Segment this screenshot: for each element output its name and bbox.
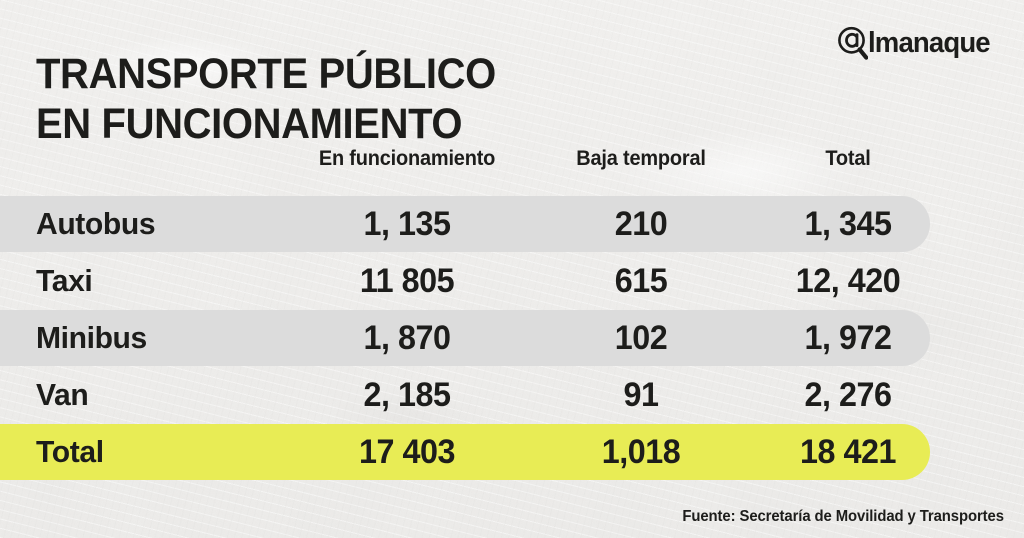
cell-en-funcionamiento: 1, 870 bbox=[363, 319, 451, 357]
cell-en-funcionamiento: 1, 135 bbox=[363, 205, 451, 243]
column-header-baja-temporal: Baja temporal bbox=[576, 147, 706, 170]
total-highlight-band bbox=[0, 424, 930, 480]
table-header-row: En funcionamiento Baja temporal Total bbox=[0, 146, 1024, 196]
brand-logo: lmanaque bbox=[837, 26, 996, 60]
row-label: Minibus bbox=[36, 320, 147, 355]
column-header-total: Total bbox=[825, 147, 871, 170]
page-title: TRANSPORTE PÚBLICO EN FUNCIONAMIENTO bbox=[36, 49, 496, 148]
cell-baja-temporal: 102 bbox=[614, 319, 668, 357]
cell-baja-temporal: 615 bbox=[614, 262, 668, 300]
transport-table: En funcionamiento Baja temporal Total Au… bbox=[0, 146, 1024, 481]
cell-total: 1, 345 bbox=[804, 205, 892, 243]
brand-name: lmanaque bbox=[867, 27, 991, 59]
table-row: Taxi 11 805 615 12, 420 bbox=[0, 253, 1024, 310]
table-row: Minibus 1, 870 102 1, 972 bbox=[0, 310, 1024, 367]
cell-total: 1, 972 bbox=[804, 319, 892, 357]
row-label: Autobus bbox=[36, 206, 156, 241]
table-row: Autobus 1, 135 210 1, 345 bbox=[0, 196, 1024, 253]
column-header-en-funcionamiento: En funcionamiento bbox=[318, 147, 496, 170]
cell-en-funcionamiento: 17 403 bbox=[359, 433, 455, 471]
cell-total: 18 421 bbox=[800, 433, 896, 471]
cell-total: 12, 420 bbox=[795, 262, 901, 300]
row-label: Van bbox=[36, 377, 89, 412]
row-label: Taxi bbox=[36, 263, 93, 298]
cell-en-funcionamiento: 2, 185 bbox=[363, 376, 451, 414]
cell-en-funcionamiento: 11 805 bbox=[359, 262, 455, 300]
table-row: Van 2, 185 91 2, 276 bbox=[0, 367, 1024, 424]
row-highlight-band bbox=[0, 196, 930, 252]
cell-baja-temporal: 1,018 bbox=[601, 433, 681, 471]
row-label: Total bbox=[36, 434, 104, 469]
source-credit: Fuente: Secretaría de Movilidad y Transp… bbox=[682, 508, 1005, 525]
cell-total: 2, 276 bbox=[804, 376, 892, 414]
table-row-total: Total 17 403 1,018 18 421 bbox=[0, 424, 1024, 481]
row-highlight-band bbox=[0, 310, 930, 366]
cell-baja-temporal: 210 bbox=[614, 205, 668, 243]
at-magnifier-icon bbox=[837, 26, 868, 60]
cell-baja-temporal: 91 bbox=[623, 376, 659, 414]
